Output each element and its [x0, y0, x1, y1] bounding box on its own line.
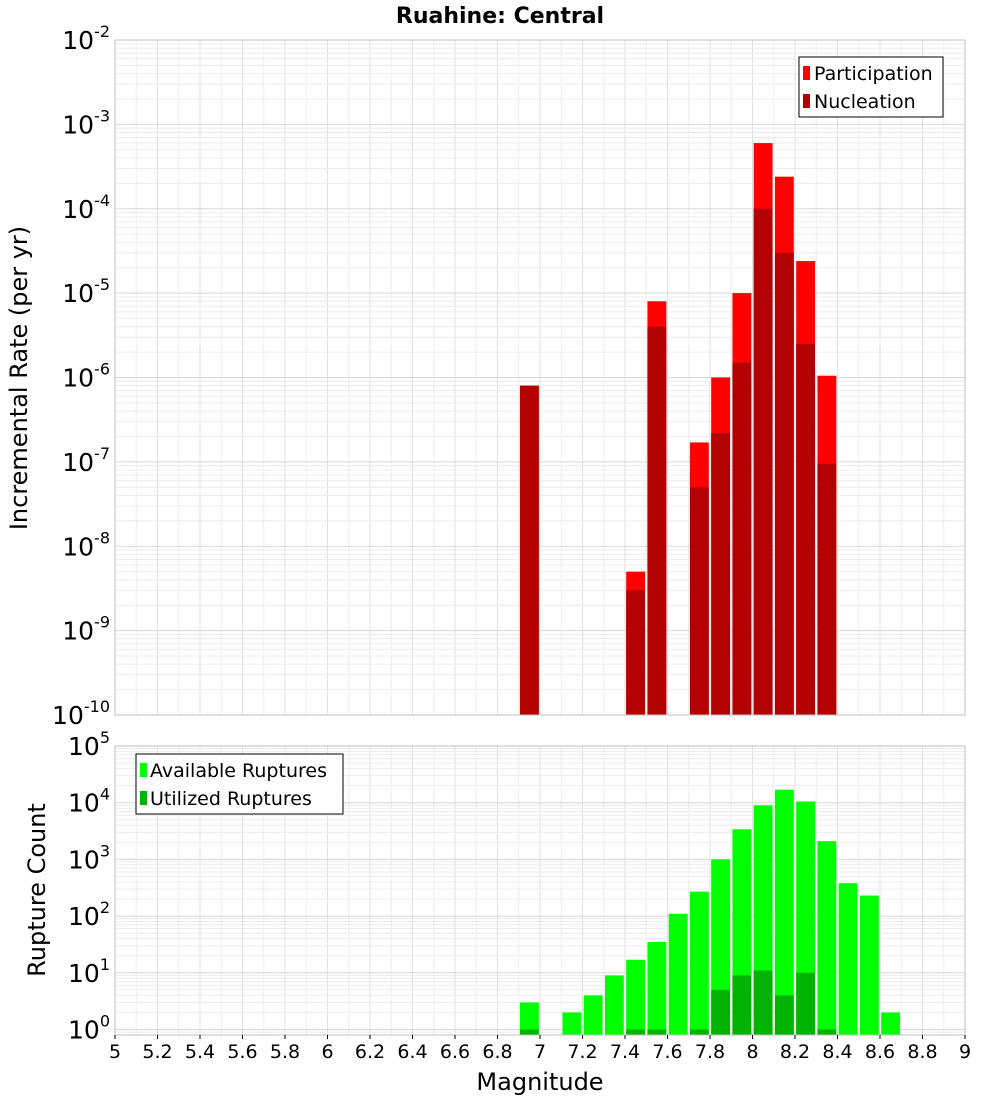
bar-nucleation — [626, 590, 646, 715]
x-tick-label: 8 — [746, 1041, 758, 1063]
bar-available-ruptures — [647, 941, 667, 1035]
bar-available-ruptures — [668, 913, 688, 1035]
x-tick-label: 6.6 — [440, 1041, 470, 1063]
x-tick-label: 7.2 — [567, 1041, 597, 1063]
legend-label-available-ruptures: Available Ruptures — [150, 760, 327, 782]
legend-label-utilized-ruptures: Utilized Ruptures — [150, 788, 312, 810]
y-tick-label: 10-3 — [62, 106, 110, 139]
y-tick-label: 103 — [68, 841, 110, 874]
bar-nucleation — [732, 362, 752, 715]
bar-utilized-ruptures — [647, 1029, 667, 1035]
y-tick-label: 10-2 — [62, 22, 110, 55]
x-tick-label: 5.6 — [227, 1041, 257, 1063]
legend-label-nucleation: Nucleation — [814, 91, 916, 113]
top-legend: Participation Nucleation — [798, 56, 944, 118]
bar-available-ruptures — [859, 895, 879, 1035]
y-tick-label: 102 — [68, 898, 110, 931]
bar-utilized-ruptures — [689, 1029, 709, 1035]
x-tick-label: 8.6 — [865, 1041, 895, 1063]
bottom-legend: Available Ruptures Utilized Ruptures — [135, 753, 344, 815]
bar-available-ruptures — [817, 841, 837, 1035]
x-tick-label: 5.2 — [142, 1041, 172, 1063]
bottom-y-ticks: 100 101 102 103 104 105 — [68, 728, 110, 1045]
y-tick-label: 10-4 — [62, 191, 110, 224]
bar-nucleation — [711, 432, 731, 715]
legend-swatch-participation — [803, 66, 810, 80]
bar-available-ruptures — [626, 959, 646, 1035]
bar-utilized-ruptures — [732, 975, 752, 1035]
bar-utilized-ruptures — [817, 1029, 837, 1035]
bar-available-ruptures — [838, 883, 858, 1035]
x-tick-label: 6.8 — [482, 1041, 512, 1063]
legend-label-participation: Participation — [814, 63, 933, 85]
bar-nucleation — [519, 385, 539, 715]
bar-available-ruptures — [562, 1012, 582, 1035]
bottom-panel: 100 101 102 103 104 105 5 5.2 5.4 5.6 5.8 6 6.2 6.4 6… — [23, 728, 971, 1096]
x-tick-labels: 5 5.2 5.4 5.6 5.8 6 6.2 6.4 6.6 6.8 7 7.2 7.4 7.6 7.8 8… — [109, 1035, 971, 1063]
x-tick-label: 7.6 — [652, 1041, 682, 1063]
x-tick-label: 8.2 — [780, 1041, 810, 1063]
legend-swatch-utilized-ruptures — [140, 791, 147, 805]
top-legend-box — [798, 56, 944, 118]
y-tick-label: 10-9 — [62, 613, 110, 646]
x-tick-label: 5 — [109, 1041, 121, 1063]
x-tick-label: 8.8 — [907, 1041, 937, 1063]
bar-nucleation — [796, 343, 816, 715]
bar-available-ruptures — [519, 1002, 539, 1035]
x-tick-label: 8.4 — [822, 1041, 852, 1063]
x-tick-label: 9 — [959, 1041, 971, 1063]
bar-available-ruptures — [689, 891, 709, 1035]
bar-utilized-ruptures — [626, 1029, 646, 1035]
bar-utilized-ruptures — [753, 970, 773, 1035]
top-panel: 10-10 10-9 10-8 10-7 10-6 10-5 10-4 10-3 10-2 In… — [5, 22, 966, 730]
top-y-axis-label: Incremental Rate (per yr) — [5, 226, 33, 530]
x-tick-label: 5.8 — [270, 1041, 300, 1063]
top-plot-frame — [114, 39, 966, 716]
y-tick-label: 10-10 — [52, 697, 110, 730]
bottom-y-axis-label: Rupture Count — [23, 803, 51, 977]
bar-nucleation — [753, 208, 773, 715]
bar-nucleation — [774, 252, 794, 715]
bar-utilized-ruptures — [519, 1029, 539, 1035]
bar-nucleation — [647, 326, 667, 715]
y-tick-label: 10-5 — [62, 275, 110, 308]
y-tick-label: 10-7 — [62, 444, 110, 477]
y-tick-label: 101 — [68, 955, 110, 988]
x-tick-label: 6.4 — [397, 1041, 427, 1063]
legend-swatch-available-ruptures — [140, 763, 147, 777]
bar-utilized-ruptures — [774, 995, 794, 1035]
x-tick-label: 5.4 — [185, 1041, 215, 1063]
x-tick-label: 7.4 — [610, 1041, 640, 1063]
x-tick-label: 6.2 — [355, 1041, 385, 1063]
y-tick-label: 100 — [68, 1012, 110, 1045]
y-tick-label: 104 — [68, 785, 110, 818]
bar-nucleation — [817, 463, 837, 715]
chart-title: Ruahine: Central — [396, 4, 604, 29]
bottom-legend-box — [135, 753, 344, 815]
legend-swatch-nucleation — [803, 94, 810, 108]
bar-available-ruptures — [774, 789, 794, 1035]
top-grid — [114, 39, 966, 716]
x-axis-label: Magnitude — [476, 1068, 603, 1096]
top-y-ticks: 10-10 10-9 10-8 10-7 10-6 10-5 10-4 10-3 10-2 — [52, 22, 110, 730]
bar-utilized-ruptures — [711, 989, 731, 1035]
x-tick-label: 7.8 — [695, 1041, 725, 1063]
bar-available-ruptures — [881, 1012, 901, 1035]
x-tick-label: 7 — [534, 1041, 546, 1063]
bar-available-ruptures — [583, 995, 603, 1035]
bar-utilized-ruptures — [796, 972, 816, 1035]
bar-nucleation — [689, 487, 709, 715]
bottom-bars — [519, 789, 901, 1035]
y-tick-label: 105 — [68, 728, 110, 761]
y-tick-label: 10-6 — [62, 360, 110, 393]
top-bars — [519, 143, 837, 715]
x-tick-label: 6 — [321, 1041, 333, 1063]
bar-available-ruptures — [604, 975, 624, 1035]
y-tick-label: 10-8 — [62, 528, 110, 561]
